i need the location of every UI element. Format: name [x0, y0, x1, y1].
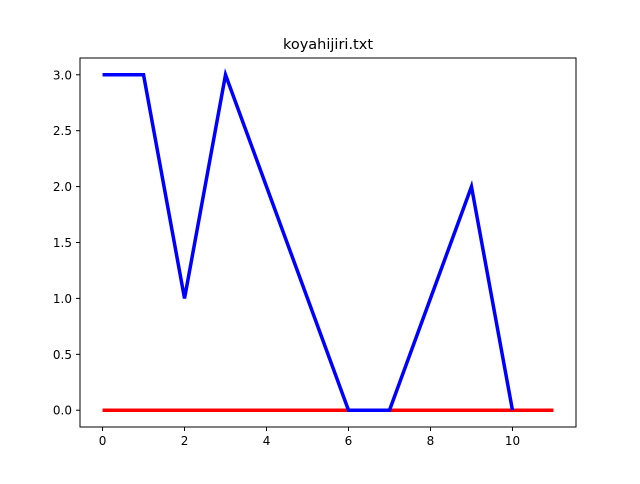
- x-tick-label: 8: [427, 434, 435, 448]
- plot-area: [102, 68, 554, 412]
- y-tick-label: 2.0: [53, 180, 72, 194]
- y-tick-label: 1.5: [53, 236, 72, 250]
- x-tick-label: 6: [345, 434, 353, 448]
- axes: 0 2 4 6 8 10 0.0 0.5 1.0 1.5 2.0 2.5 3.0: [53, 57, 577, 448]
- y-tick-label: 2.5: [53, 124, 72, 138]
- series-line-2: [102, 68, 515, 412]
- x-tick-label: 0: [99, 434, 107, 448]
- y-tick-label: 1.0: [53, 292, 72, 306]
- x-tick-label: 10: [505, 434, 520, 448]
- x-tick-label: 2: [181, 434, 189, 448]
- chart-title: koyahijiri.txt: [283, 37, 373, 53]
- y-tick-label: 0.0: [53, 404, 72, 418]
- y-tick-label: 3.0: [53, 68, 72, 82]
- y-tick-label: 0.5: [53, 348, 72, 362]
- x-tick-label: 4: [263, 434, 271, 448]
